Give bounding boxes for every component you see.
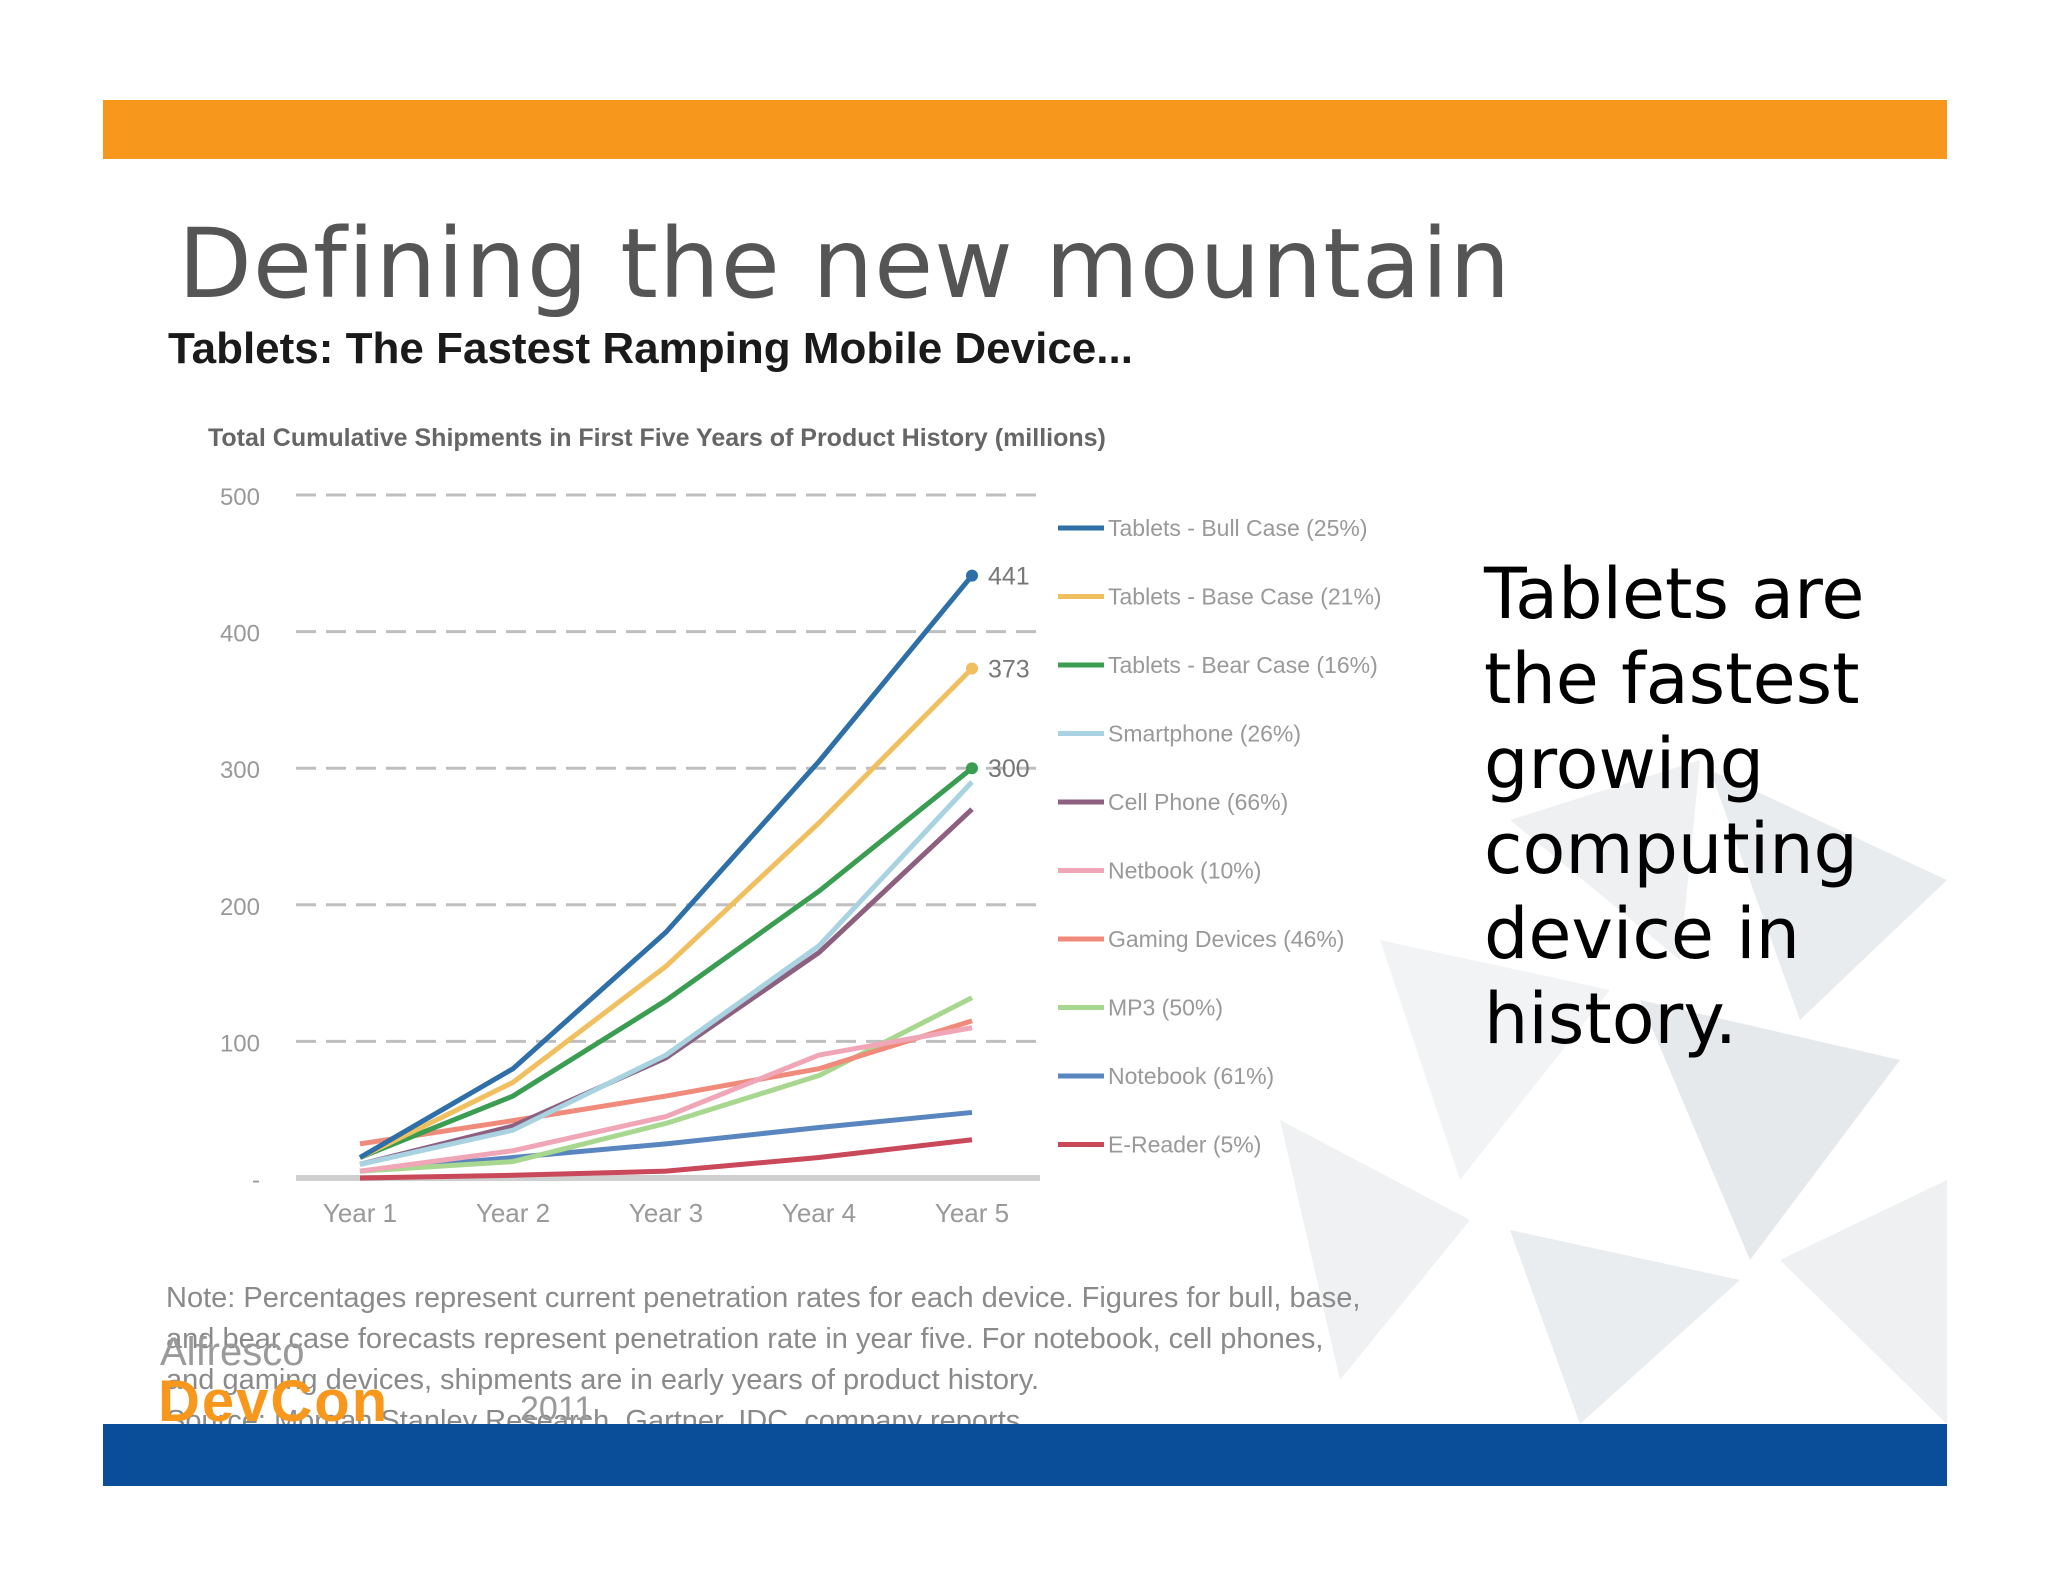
- chart-heading: Tablets: The Fastest Ramping Mobile Devi…: [168, 324, 1133, 373]
- chart-grid: [296, 493, 1040, 1181]
- legend-label: E-Reader (5%): [1108, 1132, 1261, 1158]
- series-end-label: 373: [988, 655, 1030, 683]
- legend-label: Tablets - Base Case (21%): [1108, 584, 1382, 610]
- legend-label: Notebook (61%): [1108, 1063, 1274, 1089]
- series-line: [359, 766, 974, 1160]
- devcon-logo-text: DevCon: [158, 1369, 390, 1434]
- decorative-triangles: [1280, 760, 1947, 1424]
- legend-label: Tablets - Bull Case (25%): [1108, 515, 1368, 541]
- series-line: [359, 1109, 973, 1174]
- series-line: [359, 1137, 973, 1181]
- series-lines: [358, 574, 974, 1181]
- slide-title: Defining the new mountain: [178, 208, 1512, 320]
- legend-label: Tablets - Bear Case (16%): [1108, 652, 1378, 678]
- series-line: [359, 1018, 973, 1147]
- side-caption: Tablets are the fastest growing computin…: [1484, 553, 1865, 1060]
- chart-note: Note: Percentages represent current pene…: [166, 1278, 1456, 1442]
- alfresco-logo-text: Alfresco: [160, 1330, 305, 1374]
- series-line: [358, 574, 974, 1160]
- y-tick-label: 500: [220, 484, 260, 511]
- x-tick-label: Year 2: [476, 1198, 550, 1228]
- x-tick-label: Year 4: [782, 1198, 856, 1228]
- y-tick-label: 100: [220, 1030, 260, 1057]
- y-tick-label: 400: [220, 621, 260, 648]
- series-line: [359, 1025, 973, 1174]
- note-line: Note: Percentages represent current pene…: [166, 1282, 1361, 1314]
- series-end-labels: 441 373 300: [966, 563, 1030, 783]
- x-tick-label: Year 1: [323, 1198, 397, 1228]
- series-end-point: [966, 762, 978, 775]
- note-line: and gaming devices, shipments are in ear…: [166, 1364, 1040, 1396]
- x-tick-label: Year 5: [935, 1198, 1009, 1228]
- legend-label: Netbook (10%): [1108, 858, 1261, 884]
- series-line: [359, 780, 974, 1167]
- note-line: and bear case forecasts represent penetr…: [166, 1323, 1324, 1355]
- y-axis-ticks: 500 400 300 200 100 -: [220, 484, 260, 1194]
- series-end-point: [966, 569, 978, 582]
- bottom-accent-bar: [103, 1424, 1947, 1486]
- series-end-point: [966, 662, 978, 675]
- y-tick-label: 200: [220, 894, 260, 921]
- y-tick-label: 300: [220, 757, 260, 784]
- series-end-label: 300: [988, 755, 1030, 783]
- series-line: [358, 666, 974, 1160]
- legend-label: Cell Phone (66%): [1108, 789, 1288, 815]
- chart-legend: Tablets - Bull Case (25%) Tablets - Base …: [1058, 515, 1382, 1158]
- x-axis-ticks: Year 1 Year 2 Year 3 Year 4 Year 5: [323, 1198, 1009, 1228]
- series-line: [359, 995, 974, 1174]
- legend-label: Smartphone (26%): [1108, 721, 1301, 747]
- series-end-label: 441: [988, 563, 1030, 591]
- y-tick-label: -: [252, 1167, 260, 1194]
- top-accent-bar: [103, 100, 1947, 159]
- logo-year: 2011: [520, 1390, 594, 1428]
- legend-label: MP3 (50%): [1108, 995, 1223, 1021]
- x-tick-label: Year 3: [629, 1198, 703, 1228]
- chart-title: Total Cumulative Shipments in First Five…: [208, 424, 1106, 452]
- line-chart: Total Cumulative Shipments in First Five…: [208, 424, 1382, 1228]
- legend-label: Gaming Devices (46%): [1108, 926, 1344, 952]
